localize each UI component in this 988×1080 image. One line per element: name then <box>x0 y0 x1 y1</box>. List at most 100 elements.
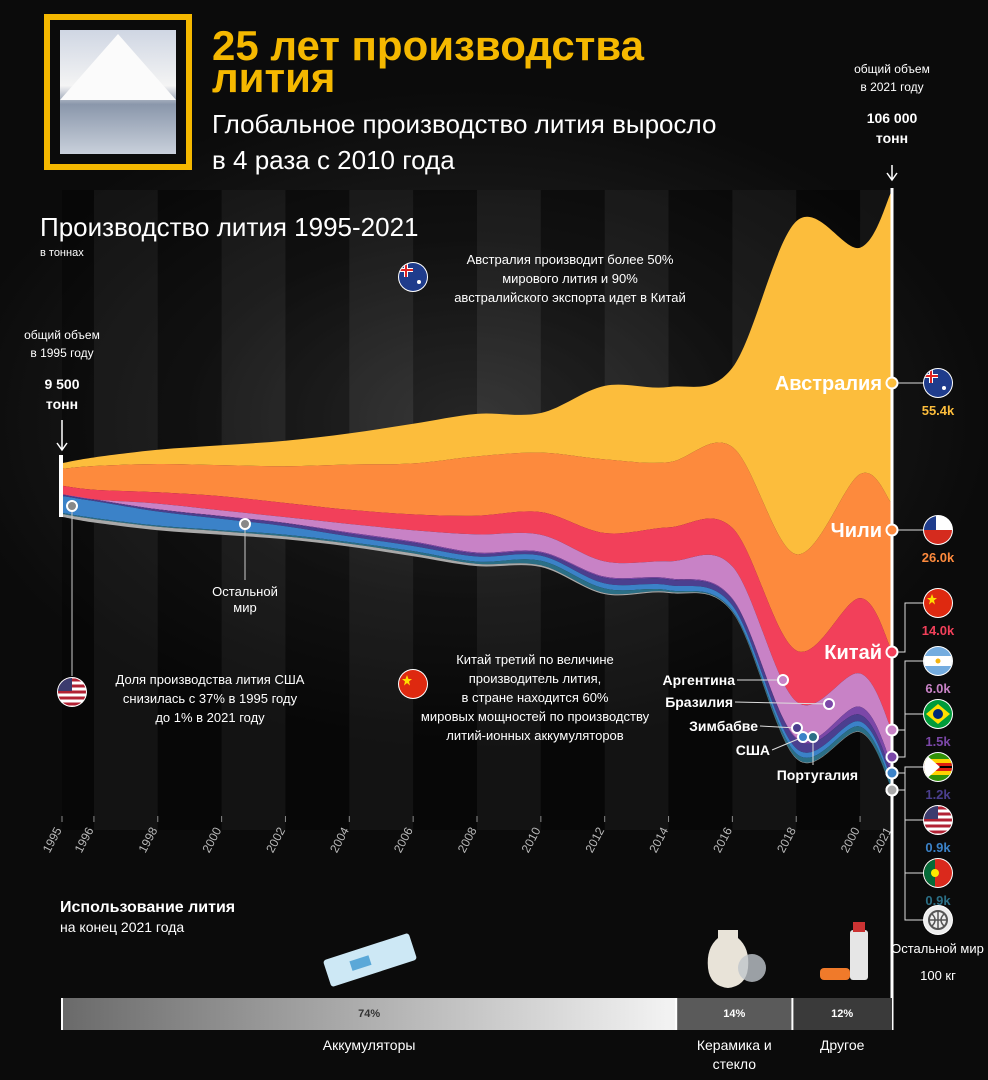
value-label: 1.5k <box>925 734 951 749</box>
chart-title: Производство лития 1995-2021 <box>40 212 419 242</box>
bar-category: Другое <box>819 1037 865 1053</box>
annotation: 106 000 тонн <box>842 108 942 148</box>
title-line: 25 лет производства <box>212 22 645 69</box>
value-label: 6.0k <box>925 681 951 696</box>
marker-dot <box>885 750 899 764</box>
spray-icon <box>820 922 868 980</box>
marker-dot <box>885 723 899 737</box>
bar-value-label: 12% <box>831 1008 853 1020</box>
annotation-line: снизилась с 37% в 1995 году <box>122 691 298 706</box>
y-unit: в тоннах <box>40 247 84 259</box>
title: 25 лет производства лития <box>212 22 645 101</box>
marker-dot <box>885 376 899 390</box>
annotation: Китай третий по величине производитель ли… <box>395 650 675 745</box>
leader <box>892 602 924 653</box>
bar-category: Аккумуляторы <box>322 1037 416 1053</box>
bar-segment <box>62 998 677 1030</box>
leader <box>892 713 924 758</box>
annotation-line: мирового лития и 90% <box>502 271 638 286</box>
leader <box>734 701 830 705</box>
annotation-line: тонн <box>875 130 909 146</box>
stream-area <box>62 512 892 790</box>
annotation-line: тонн <box>45 396 79 412</box>
flag <box>924 647 952 675</box>
annotation-line: австралийского экспорта идет в Китай <box>454 290 686 305</box>
series-label: Португалия <box>777 767 858 783</box>
annotation: 9 500 тонн <box>12 374 112 414</box>
bar-value-label: 14% <box>723 1008 745 1020</box>
series-label: Китай <box>824 642 882 664</box>
salt-photo <box>60 34 176 100</box>
stream-area <box>62 190 892 555</box>
leader <box>892 660 924 731</box>
vase-icon <box>707 930 766 988</box>
flag <box>924 700 952 728</box>
marker-dot <box>885 523 899 537</box>
marker-dot <box>791 722 803 734</box>
leader <box>892 772 924 821</box>
leader <box>892 789 924 921</box>
series-label: Остальной мир <box>212 584 278 615</box>
marker-dot <box>823 698 835 710</box>
annotation-line: в стране находится 60% <box>461 690 609 705</box>
annotation-line: в 1995 году <box>30 346 94 360</box>
bar-value-label: 74% <box>358 1008 380 1020</box>
series-label: США <box>736 742 770 758</box>
marker-dot <box>66 500 78 512</box>
marker-dot <box>777 674 789 686</box>
annotation-line: Австралия производит более 50% <box>466 252 674 267</box>
annotation-line: Доля производства лития США <box>115 672 305 687</box>
flag <box>924 906 952 934</box>
marker-dot <box>797 731 809 743</box>
annotation-line: общий объем <box>854 62 930 76</box>
arrow <box>886 165 898 182</box>
annotation-line: 106 000 <box>866 110 918 126</box>
flag <box>924 589 952 617</box>
series-label: Австралия <box>775 373 882 395</box>
flag <box>924 753 952 781</box>
arrow <box>56 420 68 452</box>
stream-area <box>62 442 892 652</box>
annotation: общий объем в 1995 году <box>12 326 112 362</box>
series-label: Бразилия <box>665 694 733 710</box>
stream-area <box>62 494 892 765</box>
bar-segment <box>676 998 793 1030</box>
marker-dot <box>885 645 899 659</box>
annotation-line: литий-ионных аккумуляторов <box>446 728 624 743</box>
value-label: 0.9k <box>925 893 951 908</box>
leader <box>759 725 798 729</box>
annotation: Австралия производит более 50% мирового л… <box>410 250 730 307</box>
series-label: Чили <box>831 520 882 542</box>
battery-icon <box>323 933 417 987</box>
flag <box>924 859 952 887</box>
series-label: Аргентина <box>663 672 736 688</box>
value-label: 26.0k <box>922 550 955 565</box>
annotation: Доля производства лития США снизилась с 3… <box>80 670 340 727</box>
annotation-line: в 2021 году <box>860 80 924 94</box>
bar-title: Использование лития <box>60 899 235 916</box>
stream-area <box>62 494 892 780</box>
annotation-line: мировых мощностей по производству <box>420 709 650 724</box>
value-label: 100 кг <box>920 968 956 983</box>
bar-category: Керамика и стекло <box>696 1037 772 1072</box>
flag <box>924 369 952 397</box>
bar-subtitle: на конец 2021 года <box>60 919 184 935</box>
x-tick-label: 1995 <box>40 825 65 855</box>
flag <box>924 806 952 834</box>
bar-segment <box>792 998 892 1030</box>
value-label: 14.0k <box>922 623 955 638</box>
title-line: лития <box>212 54 335 101</box>
stream-area <box>62 495 892 785</box>
series-label: Остальной мир <box>891 941 984 956</box>
marker-dot <box>885 783 899 797</box>
annotation: общий объем в 2021 году <box>837 60 947 96</box>
annotation-line: общий объем <box>24 328 100 342</box>
annotation-line: 9 500 <box>44 376 80 392</box>
value-label: 55.4k <box>922 403 955 418</box>
annotation-line: до 1% в 2021 году <box>155 710 265 725</box>
value-label: 1.2k <box>925 787 951 802</box>
marker-dot <box>239 518 251 530</box>
flag <box>924 516 952 544</box>
subtitle: Глобальное производство лития выросло в … <box>212 109 717 175</box>
